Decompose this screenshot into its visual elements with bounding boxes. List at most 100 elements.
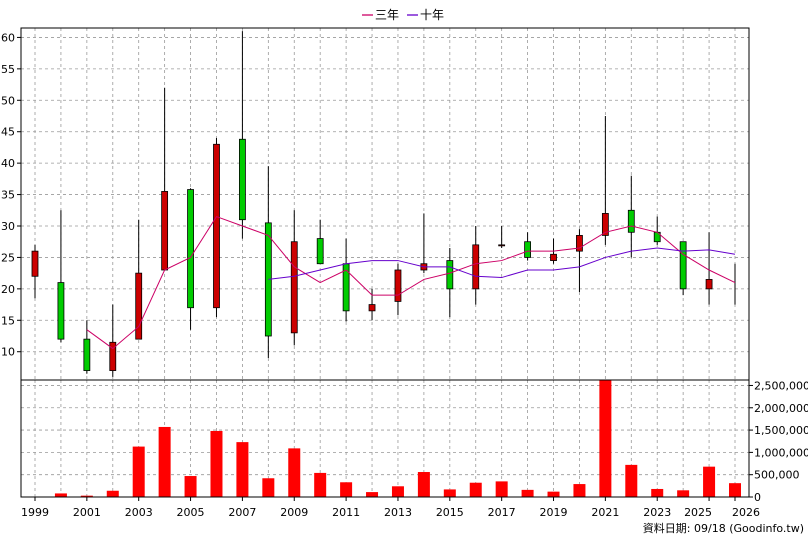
volume-bar bbox=[495, 481, 508, 497]
price-gridlines bbox=[21, 28, 749, 380]
moving-average-lines bbox=[86, 215, 736, 350]
year-tick-label: 2026 bbox=[732, 506, 760, 519]
price-tick-label: 60 bbox=[1, 31, 15, 44]
volume-bar bbox=[158, 426, 171, 497]
price-tick-label: 35 bbox=[1, 189, 15, 202]
volume-bar bbox=[132, 446, 145, 497]
year-tick-label: 2007 bbox=[228, 506, 256, 519]
candle-body bbox=[161, 191, 169, 271]
volume-bar bbox=[106, 490, 119, 497]
volume-bar bbox=[314, 472, 327, 497]
volume-bar bbox=[80, 495, 93, 497]
volume-bar bbox=[236, 442, 249, 497]
year-tick-label: 2011 bbox=[332, 506, 360, 519]
volume-bar bbox=[625, 464, 638, 497]
year-tick-label: 2005 bbox=[177, 506, 205, 519]
price-tick-label: 50 bbox=[1, 94, 15, 107]
average-line bbox=[86, 215, 736, 350]
candle-body bbox=[394, 269, 402, 302]
volume-bar bbox=[599, 379, 612, 497]
price-tick-label: 15 bbox=[1, 314, 15, 327]
candle-body bbox=[679, 241, 687, 290]
year-tick-label: 2015 bbox=[436, 506, 464, 519]
legend-label-3yr: 三年 bbox=[375, 8, 399, 22]
year-tick-label: 2009 bbox=[280, 506, 308, 519]
year-tick-label: 2023 bbox=[643, 506, 671, 519]
plot-frames bbox=[20, 27, 750, 498]
candle-body bbox=[446, 260, 454, 290]
candle-body bbox=[576, 235, 583, 252]
volume-bar bbox=[703, 466, 716, 497]
volume-tick-label: 2,500,000 bbox=[754, 379, 808, 392]
candle-body bbox=[627, 209, 635, 233]
candle-body bbox=[31, 250, 39, 277]
price-tick-label: 20 bbox=[1, 283, 15, 296]
average-line bbox=[268, 247, 736, 280]
year-axis-ticks: 1999 2001 2003 2005 2007 2009 2011 2013 2015 2017… bbox=[21, 497, 760, 519]
legend-label-10yr: 十年 bbox=[420, 8, 444, 22]
volume-tick-label: 1,000,000 bbox=[754, 446, 808, 459]
volume-bar bbox=[651, 488, 664, 497]
volume-bar bbox=[677, 490, 690, 497]
volume-bar bbox=[340, 482, 353, 497]
year-tick-label: 2019 bbox=[540, 506, 568, 519]
volume-bar bbox=[729, 483, 741, 497]
candle-body bbox=[135, 272, 143, 340]
volume-tick-label: 500,000 bbox=[754, 469, 800, 482]
candle-body bbox=[187, 189, 194, 309]
candle-body bbox=[239, 138, 246, 221]
volume-frame bbox=[20, 379, 750, 498]
candle-body bbox=[524, 241, 531, 258]
volume-bar bbox=[573, 484, 586, 497]
volume-bar bbox=[184, 476, 197, 497]
price-tick-label: 25 bbox=[1, 251, 15, 264]
candle-body bbox=[83, 338, 91, 371]
volume-bar bbox=[262, 478, 275, 497]
volume-bar bbox=[417, 472, 430, 497]
candle-body bbox=[213, 143, 220, 309]
volume-axis-ticks: 0 500,000 1,000,000 1,500,000 2,000,000 2,500… bbox=[749, 379, 808, 504]
year-tick-label: 2003 bbox=[125, 506, 153, 519]
volume-bar bbox=[469, 482, 482, 497]
volume-bar bbox=[391, 486, 404, 497]
volume-bar bbox=[366, 492, 379, 497]
candle-body bbox=[550, 253, 557, 261]
volume-bar bbox=[288, 448, 301, 497]
candle-body bbox=[57, 282, 65, 340]
year-tick-label: 1999 bbox=[21, 506, 49, 519]
volume-bar bbox=[521, 489, 534, 497]
candle-body bbox=[368, 304, 376, 312]
candlesticks bbox=[31, 31, 736, 377]
candle-body bbox=[290, 241, 298, 334]
price-tick-label: 45 bbox=[1, 126, 15, 139]
year-tick-label: 2017 bbox=[488, 506, 516, 519]
candle-body bbox=[316, 238, 324, 265]
year-tick-label: 2001 bbox=[73, 506, 101, 519]
year-tick-label: 2021 bbox=[591, 506, 619, 519]
legend: 三年 十年 bbox=[362, 8, 444, 22]
volume-gridlines bbox=[21, 380, 749, 498]
candle-body bbox=[472, 244, 480, 290]
candle-body bbox=[498, 244, 506, 247]
volume-tick-label: 2,000,000 bbox=[754, 402, 808, 415]
data-date-note: 資料日期: 09/18 (Goodinfo.tw) bbox=[643, 521, 804, 535]
volume-tick-label: 1,500,000 bbox=[754, 424, 808, 437]
volume-bar bbox=[210, 430, 223, 497]
price-tick-label: 10 bbox=[1, 346, 15, 359]
price-tick-label: 55 bbox=[1, 63, 15, 76]
price-axis-ticks: 10 15 20 25 30 35 40 45 50 55 60 bbox=[1, 31, 21, 359]
candle-body bbox=[705, 279, 713, 290]
price-tick-label: 30 bbox=[1, 220, 15, 233]
candle-body bbox=[601, 213, 609, 236]
volume-bar bbox=[443, 489, 456, 497]
year-tick-label: 2025 bbox=[684, 506, 712, 519]
volume-bars bbox=[54, 379, 741, 497]
volume-bar bbox=[54, 493, 67, 497]
year-tick-label: 2013 bbox=[384, 506, 412, 519]
price-tick-label: 40 bbox=[1, 157, 15, 170]
candle-body bbox=[109, 341, 117, 371]
volume-bar bbox=[547, 491, 560, 497]
price-frame bbox=[20, 27, 750, 381]
volume-tick-label: 0 bbox=[754, 491, 761, 504]
